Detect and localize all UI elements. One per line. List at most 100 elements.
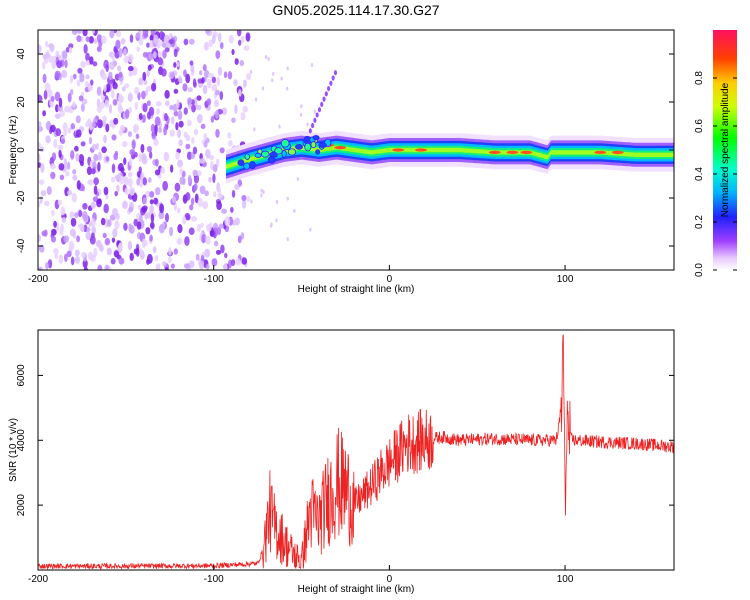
noise-cell — [67, 190, 73, 196]
noise-cell — [261, 86, 265, 91]
noise-cell — [118, 242, 123, 251]
noise-cell — [89, 56, 94, 65]
noise-cell — [61, 69, 68, 79]
noise-cell — [38, 234, 41, 243]
noise-cell — [109, 214, 116, 221]
noise-cell — [178, 75, 182, 83]
noise-cell — [90, 202, 96, 209]
noise-cell — [108, 104, 113, 114]
noise-cell — [111, 163, 116, 174]
noise-cell — [138, 166, 142, 173]
snr-y-ticks: 2000 4000 6000 — [16, 364, 674, 516]
noise-cell — [187, 97, 193, 105]
signal-streak — [333, 70, 338, 76]
x-tick-label: -200 — [28, 274, 48, 285]
signal-streak — [320, 101, 324, 107]
noise-cell — [62, 50, 68, 60]
noise-cell — [246, 73, 252, 81]
noise-cell — [91, 30, 96, 34]
noise-cell — [216, 76, 221, 87]
noise-cell — [206, 78, 212, 89]
x-tick-label: 100 — [557, 274, 574, 285]
noise-cell — [90, 218, 96, 228]
noise-cell — [87, 85, 94, 91]
noise-cell — [213, 100, 220, 108]
noise-cell — [149, 234, 153, 242]
noise-cell — [215, 158, 220, 168]
colorbar-label: Normalized spectral amplitude — [720, 82, 731, 217]
noise-cell — [158, 224, 165, 234]
noise-cell — [169, 164, 174, 173]
signal-streak — [322, 96, 326, 102]
noise-cell — [67, 127, 72, 134]
noise-cell — [178, 139, 183, 147]
noise-cell — [214, 89, 220, 96]
noise-cell — [96, 198, 102, 208]
noise-cell — [149, 221, 155, 229]
noise-cell — [173, 202, 178, 211]
colorbar-tick-label: 0.8 — [694, 71, 705, 85]
noise-cell — [123, 178, 130, 186]
noise-cell — [267, 56, 270, 61]
noise-cell — [112, 99, 118, 106]
noise-cell — [53, 138, 58, 149]
noise-cell — [162, 261, 167, 267]
snr-x-label: Height of straight line (km) — [298, 584, 415, 595]
noise-cell — [83, 224, 88, 233]
noise-cell — [205, 30, 210, 35]
noise-cell — [71, 30, 78, 36]
signal-peak — [392, 148, 405, 152]
noise-cell — [139, 213, 143, 223]
noise-cell — [188, 227, 195, 236]
signal-streak — [326, 85, 331, 92]
noise-cell — [154, 254, 159, 262]
noise-cell — [182, 194, 188, 204]
noise-cell — [129, 252, 134, 261]
noise-cell — [159, 203, 165, 214]
noise-cell — [38, 201, 41, 208]
signal-streak — [324, 91, 328, 97]
noise-cell — [71, 192, 78, 203]
noise-cell — [192, 169, 199, 177]
noise-cell — [101, 72, 107, 81]
noise-cell — [83, 43, 88, 54]
noise-cell — [141, 90, 146, 100]
noise-cell — [76, 35, 82, 43]
noise-cell — [221, 208, 228, 214]
noise-cell — [155, 108, 160, 115]
noise-cell — [173, 61, 177, 68]
spectrogram-x-ticks: -200 -100 0 100 — [28, 265, 574, 285]
noise-cell — [227, 71, 233, 80]
noise-cell — [220, 244, 225, 254]
noise-cell — [109, 30, 115, 39]
noise-cell — [243, 79, 247, 88]
noise-cell — [214, 109, 219, 119]
noise-cell — [128, 106, 133, 114]
noise-cell — [67, 92, 72, 103]
noise-cell — [118, 175, 125, 185]
noise-cell — [86, 227, 91, 233]
noise-cell — [127, 131, 133, 137]
noise-cell — [101, 35, 107, 44]
noise-cell — [85, 52, 90, 62]
signal-peak — [611, 150, 624, 154]
noise-cell — [240, 35, 245, 43]
noise-cell — [127, 53, 134, 63]
signal-streak — [331, 75, 335, 81]
noise-cell — [89, 235, 96, 245]
noise-cell — [153, 34, 159, 45]
noise-cell — [62, 122, 68, 132]
noise-cell — [92, 61, 98, 67]
noise-cell — [177, 207, 181, 214]
noise-cell — [38, 162, 42, 168]
noise-cell — [127, 171, 133, 178]
noise-cell — [97, 119, 103, 129]
noise-cell — [215, 249, 222, 255]
noise-cell — [178, 112, 183, 119]
noise-cell — [238, 39, 242, 46]
noise-cell — [280, 76, 283, 81]
noise-cell — [101, 146, 107, 154]
noise-cell — [118, 71, 123, 78]
noise-cell — [189, 60, 194, 66]
